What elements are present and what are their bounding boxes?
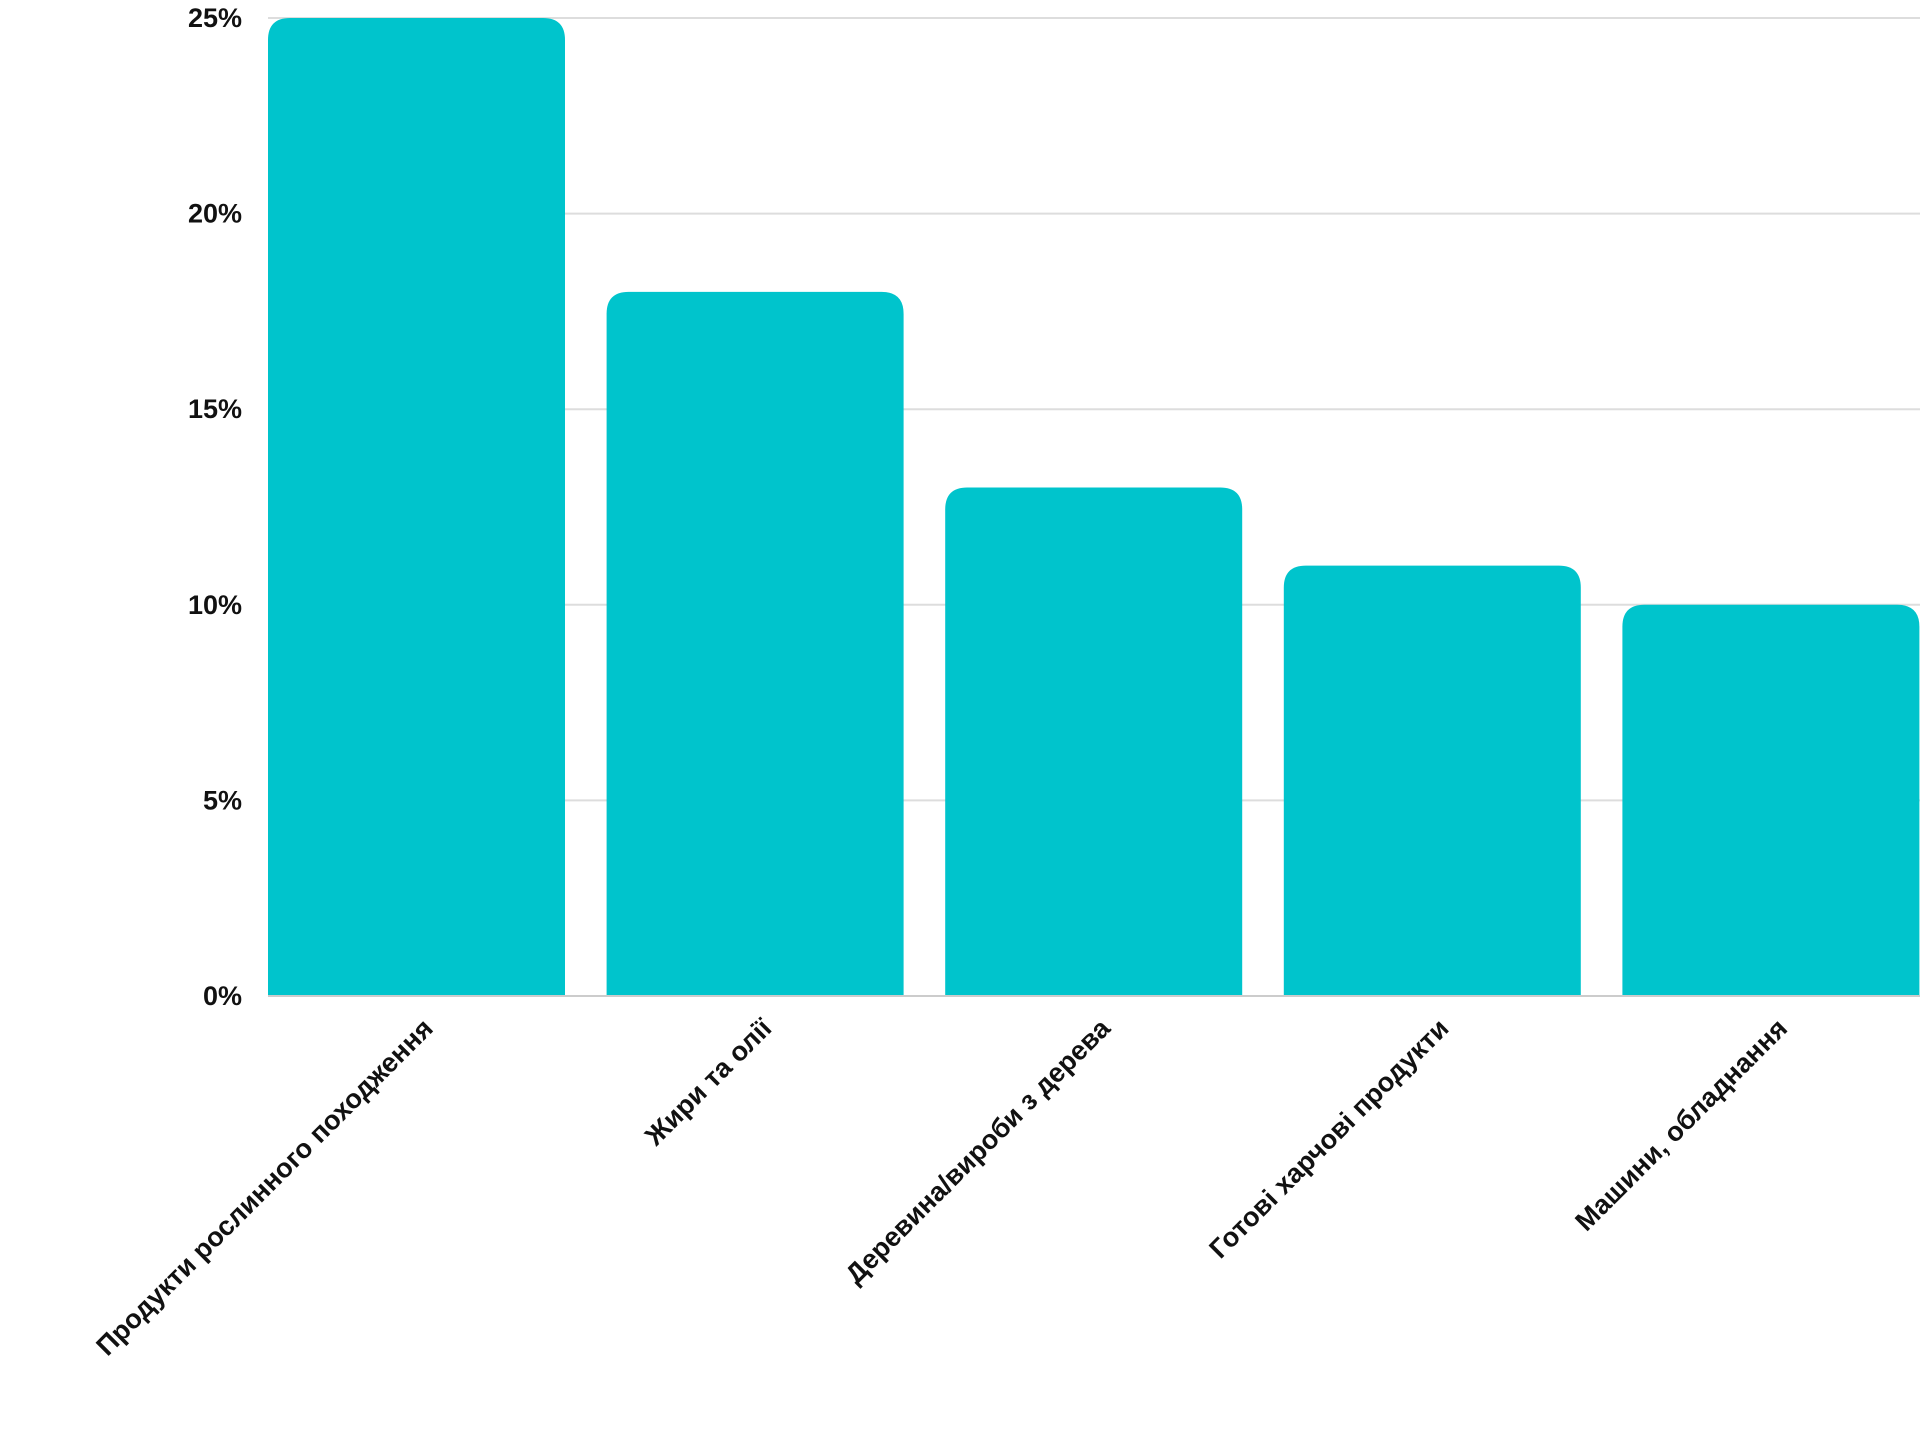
bar — [945, 487, 1243, 996]
x-tick-label: Продукти рослинного походження — [90, 1013, 438, 1361]
y-tick-label: 10% — [188, 590, 242, 620]
bar — [268, 18, 565, 996]
bar — [1283, 565, 1581, 996]
x-tick-label: Машини, обладнання — [1569, 1013, 1793, 1237]
y-tick-label: 25% — [188, 3, 242, 33]
x-tick-label: Деревина/вироби з дерева — [840, 1012, 1117, 1289]
y-tick-label: 5% — [203, 785, 242, 815]
x-tick-label: Жири та олії — [638, 1012, 778, 1152]
x-tick-label: Готові харчові продукти — [1203, 1013, 1454, 1264]
y-tick-label: 20% — [188, 199, 242, 229]
y-tick-label: 15% — [188, 394, 242, 424]
bar — [606, 291, 904, 997]
bar — [1622, 604, 1920, 996]
y-tick-label: 0% — [203, 981, 242, 1011]
